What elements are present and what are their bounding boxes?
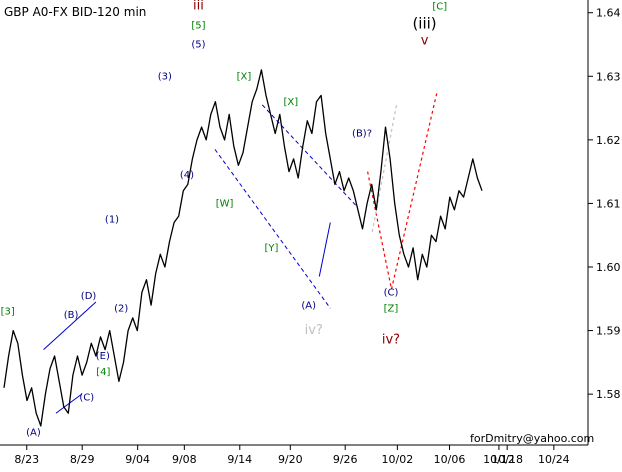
price-line xyxy=(3,69,483,427)
chart-title: GBP A0-FX BID-120 min xyxy=(4,5,146,19)
wave-label: [Y] xyxy=(265,243,279,254)
trendline xyxy=(214,149,331,309)
wave-label: v xyxy=(421,34,429,49)
wave-label: (4) xyxy=(180,170,194,181)
x-tick-label: 9/26 xyxy=(333,453,358,466)
x-tick-label: 9/14 xyxy=(227,453,252,466)
x-tick-label: 10/24 xyxy=(538,453,570,466)
wave-label: (A) xyxy=(301,300,316,311)
y-tick-label: 1.64 xyxy=(596,7,621,20)
y-tick-label: 1.59 xyxy=(596,325,621,338)
watermark: forDmitry@yahoo.com xyxy=(470,432,594,445)
projection-path xyxy=(367,92,438,290)
y-tick-label: 1.58 xyxy=(596,388,621,401)
y-tick-label: 1.62 xyxy=(596,134,621,147)
wave-label: [Z] xyxy=(384,304,399,315)
wave-label: (D) xyxy=(81,291,97,302)
y-tick-label: 1.61 xyxy=(596,197,621,210)
wave-label: [5] xyxy=(191,21,205,32)
wave-labels: [3] (A) (B) (C) (D) (E) [4] (1) (2) (3) (4) (5) [5] i… xyxy=(1,0,448,438)
x-tick-label: 8/23 xyxy=(14,453,39,466)
wave-label: (5) xyxy=(191,40,205,51)
x-tick-label: 10/18 xyxy=(491,453,523,466)
x-tick-label: 9/04 xyxy=(125,453,150,466)
trendline xyxy=(43,301,97,351)
wave-label: [3] xyxy=(1,307,15,318)
wave-label: [4] xyxy=(96,367,110,378)
y-axis-ticks: 1.64 1.63 1.62 1.61 1.60 1.59 1.58 xyxy=(588,7,621,401)
x-tick-label: 9/20 xyxy=(278,453,303,466)
x-tick-label: 8/29 xyxy=(70,453,95,466)
wave-label: [X] xyxy=(237,71,252,82)
wave-label: (2) xyxy=(114,304,128,315)
y-tick-label: 1.60 xyxy=(596,261,621,274)
wave-label: (C) xyxy=(79,393,94,404)
x-tick-label: 10/02 xyxy=(382,453,414,466)
wave-label: (A) xyxy=(26,427,41,438)
x-axis-ticks: 8/23 8/29 9/04 9/08 9/14 9/20 9/26 10/02 10/06 10… xyxy=(14,445,570,466)
x-tick-label: 9/08 xyxy=(172,453,197,466)
wave-label: [W] xyxy=(216,199,234,210)
trendline xyxy=(318,222,331,277)
wave-label: [X] xyxy=(283,97,298,108)
wave-label: (3) xyxy=(158,71,172,82)
wave-label: [C] xyxy=(432,2,447,13)
wave-label: (E) xyxy=(96,351,110,362)
wave-label: (B)? xyxy=(352,129,372,140)
projections xyxy=(367,92,438,290)
wave-label: (B) xyxy=(64,310,79,321)
x-tick-label: 10/12 xyxy=(483,453,515,466)
wave-label: iii xyxy=(193,0,204,14)
x-tick-label: 10/06 xyxy=(434,453,466,466)
price-series xyxy=(3,69,483,427)
wave-label: iv? xyxy=(382,332,400,347)
wave-label: (1) xyxy=(105,215,119,226)
wave-label: iv? xyxy=(305,323,323,338)
wave-label: (iii) xyxy=(412,15,436,33)
y-tick-label: 1.63 xyxy=(596,70,621,83)
wave-label: (C) xyxy=(384,288,399,299)
